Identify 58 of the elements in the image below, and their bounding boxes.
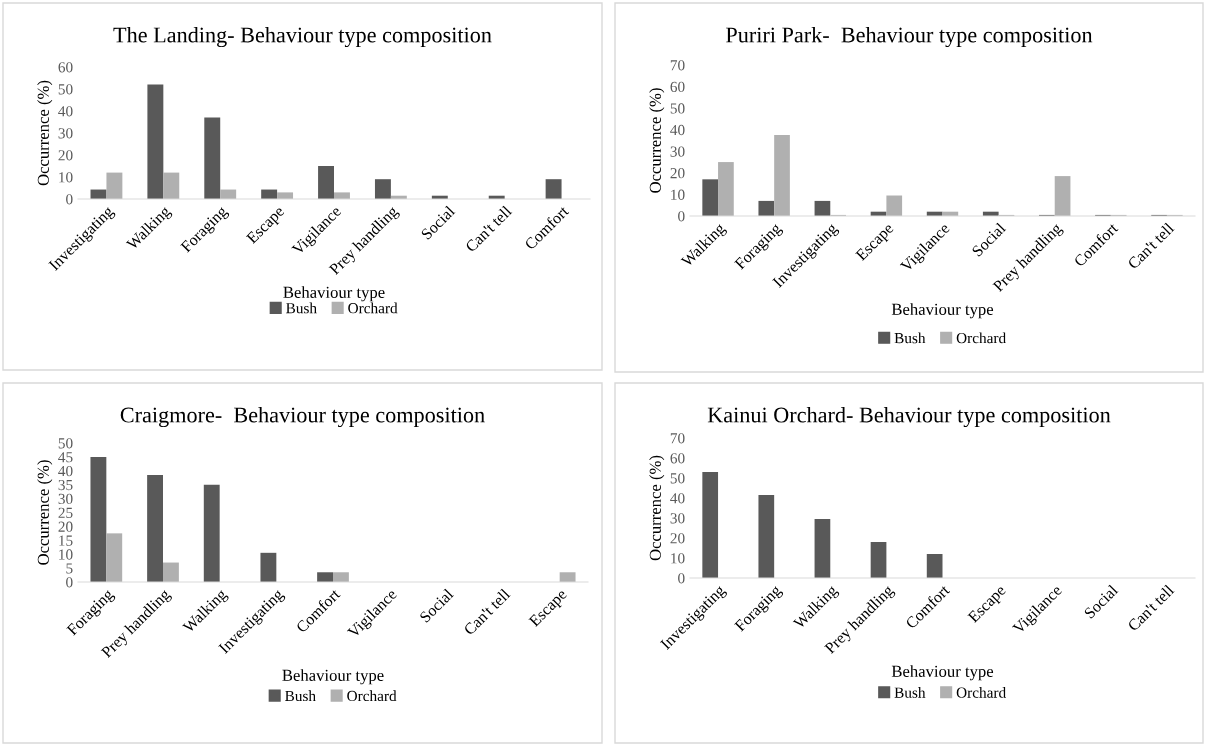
legend-label: Orchard xyxy=(348,302,398,314)
y-tick-label: 0 xyxy=(678,573,685,584)
y-tick-label: 25 xyxy=(58,507,73,518)
y-tick-label: 40 xyxy=(670,493,685,504)
y-tick-label: 30 xyxy=(58,128,73,139)
y-tick-label: 20 xyxy=(58,150,73,161)
legend-label: Bush xyxy=(285,690,316,702)
y-axis-title: Occurrence (%) xyxy=(649,455,665,561)
y-tick-label: 50 xyxy=(58,438,73,449)
y-tick-label: 30 xyxy=(58,493,73,505)
chart-title: Craigmore- Behaviour type composition xyxy=(120,406,485,428)
x-axis-title: Behaviour type xyxy=(891,303,994,319)
y-tick-label: 10 xyxy=(59,549,73,560)
y-tick-label: 15 xyxy=(59,535,73,546)
y-tick-label: 50 xyxy=(58,84,73,95)
y-tick-label: 5 xyxy=(66,563,73,574)
legend-label: Orchard xyxy=(347,690,397,702)
y-tick-label: 10 xyxy=(59,172,73,183)
x-axis-title: Behaviour type xyxy=(891,665,994,681)
y-axis-title: Occurrence (%) xyxy=(37,460,53,565)
y-tick-label: 50 xyxy=(670,103,685,114)
y-tick-label: 0 xyxy=(66,194,73,205)
y-tick-label: 40 xyxy=(58,106,73,117)
y-tick-label: 0 xyxy=(678,211,685,222)
y-tick-label: 35 xyxy=(58,479,73,491)
chart-title: Kainui Orchard- Behaviour type composition xyxy=(707,406,1111,428)
y-tick-label: 60 xyxy=(58,62,73,73)
y-axis-title: Occurrence (%) xyxy=(649,88,665,193)
y-tick-label: 20 xyxy=(58,521,73,532)
y-tick-label: 10 xyxy=(671,189,685,200)
legend-label: Orchard xyxy=(956,687,1006,698)
chart-title: Puriri Park- Behaviour type composition xyxy=(726,26,1093,48)
y-tick-label: 60 xyxy=(670,453,685,464)
y-tick-label: 30 xyxy=(670,146,685,157)
legend-label: Bush xyxy=(286,302,317,314)
x-axis-title: Behaviour type xyxy=(283,286,385,302)
y-tick-label: 60 xyxy=(670,81,685,93)
y-tick-label: 70 xyxy=(670,433,685,444)
legend-label: Orchard xyxy=(956,332,1006,344)
x-tick-label: Can't tell xyxy=(464,204,513,253)
y-tick-label: 45 xyxy=(58,452,73,463)
chart-title: The Landing- Behaviour type composition xyxy=(113,26,492,48)
x-tick-label: Can't tell xyxy=(462,587,511,636)
y-tick-label: 0 xyxy=(66,577,73,588)
y-tick-label: 40 xyxy=(670,124,685,136)
y-tick-label: 40 xyxy=(58,465,73,477)
y-tick-label: 10 xyxy=(671,553,685,564)
y-tick-label: 70 xyxy=(670,60,685,71)
x-axis-title: Behaviour type xyxy=(282,669,384,685)
y-tick-label: 20 xyxy=(670,533,685,544)
y-axis-title: Occurrence (%) xyxy=(37,80,53,186)
y-tick-label: 30 xyxy=(670,513,685,524)
legend-label: Bush xyxy=(894,687,926,698)
x-tick-label: Can't tell xyxy=(1126,583,1175,632)
y-tick-label: 50 xyxy=(670,473,685,484)
legend-label: Bush xyxy=(894,332,926,344)
x-tick-label: Can't tell xyxy=(1126,221,1175,270)
y-tick-label: 20 xyxy=(670,168,685,179)
